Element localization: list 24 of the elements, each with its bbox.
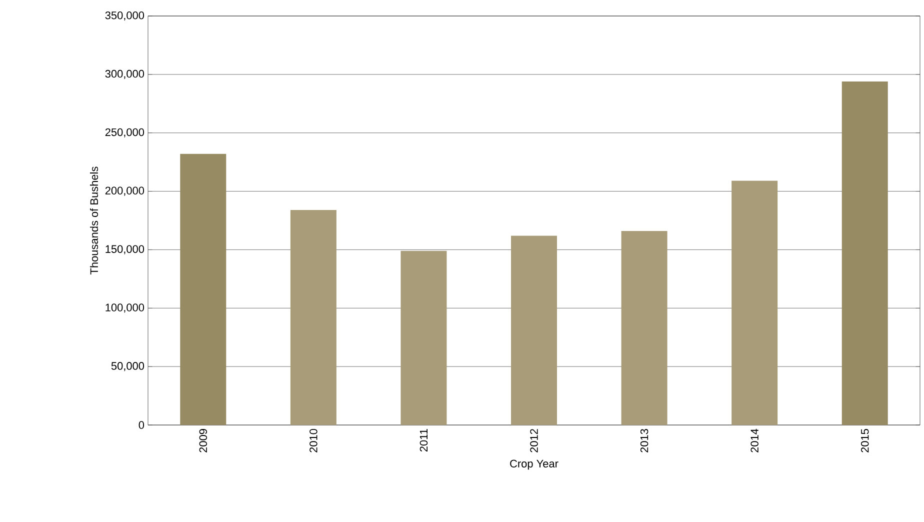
x-tick-label: 2010 — [310, 428, 318, 452]
x-tick-label: 2015 — [860, 428, 869, 452]
bar — [180, 154, 226, 425]
y-tick-label: 0 — [138, 421, 144, 429]
x-tick-label: 2012 — [530, 429, 538, 452]
x-tick-label: 2009 — [199, 429, 208, 452]
y-tick-label: 200,000 — [105, 186, 144, 196]
y-tick-label: 300,000 — [105, 70, 144, 79]
bar — [732, 180, 778, 425]
y-tick-label: 250,000 — [105, 128, 144, 138]
y-axis-title: Thousands of Bushels — [90, 166, 98, 274]
y-tick-label: 350,000 — [105, 11, 144, 21]
x-tick-label: 2014 — [750, 428, 758, 452]
x-tick-label: 2011 — [420, 429, 428, 452]
y-tick-label: 150,000 — [106, 245, 144, 254]
bar — [290, 210, 336, 425]
bar — [842, 81, 888, 425]
bar — [400, 250, 447, 425]
bar — [511, 236, 557, 425]
x-axis-title: Crop Year — [510, 460, 558, 470]
bar — [621, 231, 668, 425]
x-tick-label: 2013 — [640, 429, 648, 452]
y-tick-label: 50,000 — [111, 362, 144, 372]
y-tick-label: 100,000 — [106, 304, 144, 313]
